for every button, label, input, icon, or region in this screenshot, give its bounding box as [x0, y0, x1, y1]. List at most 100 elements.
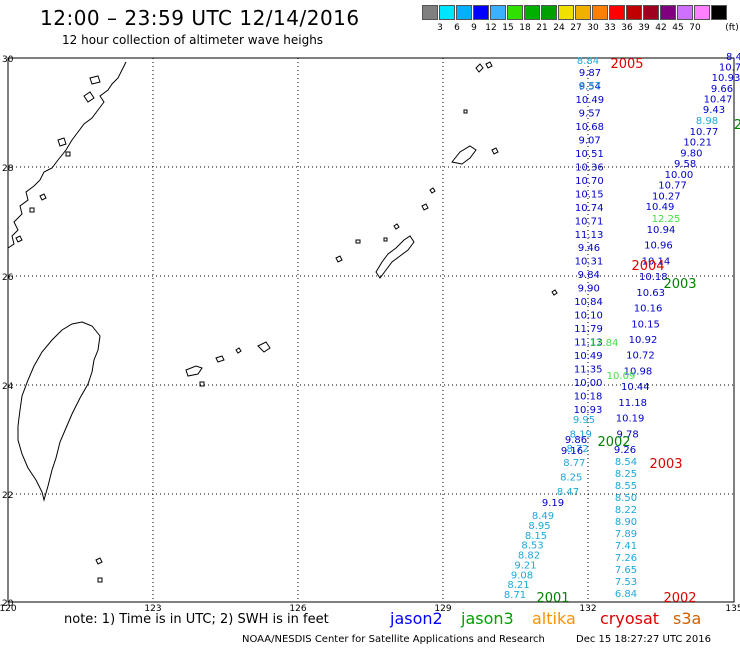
wave-height-value: 11.79	[574, 324, 603, 335]
wave-height-value: 10.72	[626, 351, 655, 362]
wave-height-value: 7.26	[615, 553, 637, 564]
altimeter-points: 9.87 9.54 10.49 9.57 10.68 9.07 10.51 10.36 10.7…	[504, 52, 740, 601]
legend-jason3: jason3	[461, 609, 514, 628]
wave-height-value: 10.77	[658, 181, 687, 192]
wave-height-value: 8.77	[563, 458, 585, 469]
latitude-label: 26	[2, 273, 14, 283]
wave-height-value: 10.93	[712, 73, 740, 84]
scale-swatch	[439, 5, 455, 20]
wave-height-value: 10.18	[639, 272, 668, 283]
wave-height-value: 12.84	[590, 338, 619, 349]
scale-label: 33	[604, 23, 616, 33]
wave-height-value: 8.49	[532, 511, 554, 522]
scale-label: 30	[587, 23, 599, 33]
wave-height-value: 9.07	[578, 135, 600, 146]
timestamp: Dec 15 18:27:27 UTC 2016	[576, 634, 711, 645]
wave-height-value: 10.47	[704, 94, 733, 105]
scale-swatch	[643, 5, 659, 20]
longitude-label: 120	[0, 604, 17, 614]
wave-height-value: 10.09	[607, 371, 636, 382]
wave-height-value: 10.49	[574, 351, 603, 362]
scale-swatch	[660, 5, 676, 20]
wave-height-value: 10.21	[683, 138, 712, 149]
scale-label: 15	[502, 23, 514, 33]
longitude-label: 123	[144, 604, 161, 614]
map-subtitle: 12 hour collection of altimeter wave hei…	[62, 33, 324, 47]
wave-height-value: 9.87	[579, 68, 601, 79]
wave-height-value: 10.49	[575, 95, 604, 106]
scale-swatch	[558, 5, 574, 20]
wave-height-value: 7.41	[615, 541, 637, 552]
taiwan-coastline	[17, 321, 101, 502]
scale-swatch	[592, 5, 608, 20]
track-year-label: 2001	[536, 591, 569, 606]
china-coastline	[7, 61, 127, 249]
southern-islets	[95, 289, 558, 583]
wave-height-value: 10.49	[646, 202, 675, 213]
wave-height-value: 8.55	[615, 481, 637, 492]
credit-text: NOAA/NESDIS Center for Satellite Applica…	[242, 634, 545, 645]
wave-height-value: 8.82	[518, 551, 540, 562]
track-year-label: 2002	[597, 435, 630, 450]
scale-label: 70	[689, 23, 701, 33]
wave-height-value: 8.54	[615, 457, 637, 468]
wave-height-value: 7.65	[615, 565, 637, 576]
note-text: note: 1) Time is in UTC; 2) SWH is in fe…	[64, 612, 329, 627]
wave-height-value: 11.35	[574, 365, 603, 376]
latitude-label: 30	[2, 55, 14, 65]
wave-height-value: 9.46	[578, 243, 600, 254]
wave-height-value: 10.70	[575, 176, 604, 187]
wave-height-value: 9.80	[680, 148, 702, 159]
wave-height-value: 10.19	[616, 414, 645, 425]
scale-label: 36	[621, 23, 633, 33]
wave-height-value: 10.51	[575, 149, 604, 160]
wave-height-value: 10.00	[574, 378, 603, 389]
wave-height-value: 8.22	[615, 505, 637, 516]
wave-height-value: 10.18	[574, 392, 603, 403]
scale-label: 27	[570, 23, 582, 33]
wave-height-value: 8.47	[557, 487, 579, 498]
scale-label: 39	[638, 23, 650, 33]
longitude-label: 135	[725, 604, 740, 614]
scale-swatch	[456, 5, 472, 20]
wave-height-value: 10.15	[575, 189, 604, 200]
wave-height-value: 8.71	[504, 590, 526, 601]
wave-height-value: 9.16	[561, 446, 583, 457]
wave-height-value: 9.54	[579, 82, 601, 93]
wave-height-value: 9.43	[703, 105, 725, 116]
legend-s3a: s3a	[673, 609, 702, 628]
yaeyama-islands	[185, 341, 271, 387]
track-year-label: 2004	[631, 259, 664, 274]
wave-height-value: 10.27	[652, 191, 681, 202]
wave-height-value: 8.4	[726, 52, 740, 63]
track-year-label: 2003	[663, 277, 696, 292]
scale-swatch	[694, 5, 710, 20]
wave-height-value: 10.63	[636, 288, 665, 299]
wave-height-value: 9.95	[573, 415, 595, 426]
wave-height-value: 6.84	[615, 589, 637, 600]
scale-label: 9	[471, 23, 477, 33]
wave-height-value: 8.53	[521, 541, 543, 552]
scale-label: 12	[485, 23, 497, 33]
wave-height-value: 9.26	[614, 445, 636, 456]
amami	[451, 145, 477, 165]
wave-height-value: 8.98	[696, 116, 718, 127]
wave-height-value: 10.98	[624, 366, 653, 377]
scale-swatch	[711, 5, 727, 20]
latitude-label: 22	[2, 491, 13, 501]
wave-height-value: 9.78	[616, 429, 638, 440]
scale-label: 6	[454, 23, 460, 33]
wave-height-value: 10.74	[575, 203, 604, 214]
wave-height-value: 10.14	[642, 256, 671, 267]
okinawa	[375, 235, 415, 279]
wave-height-value: 11.13	[575, 230, 604, 241]
ryukyu-small-islands	[335, 61, 499, 263]
wave-height-value: 10.10	[574, 311, 603, 322]
map-frame	[7, 57, 735, 603]
wave-height-value: 10.77	[690, 127, 719, 138]
wave-height-value: 9.58	[674, 159, 696, 170]
scale-label: 42	[655, 23, 667, 33]
track-year-label: 2	[734, 118, 740, 133]
scale-label: 45	[672, 23, 684, 33]
